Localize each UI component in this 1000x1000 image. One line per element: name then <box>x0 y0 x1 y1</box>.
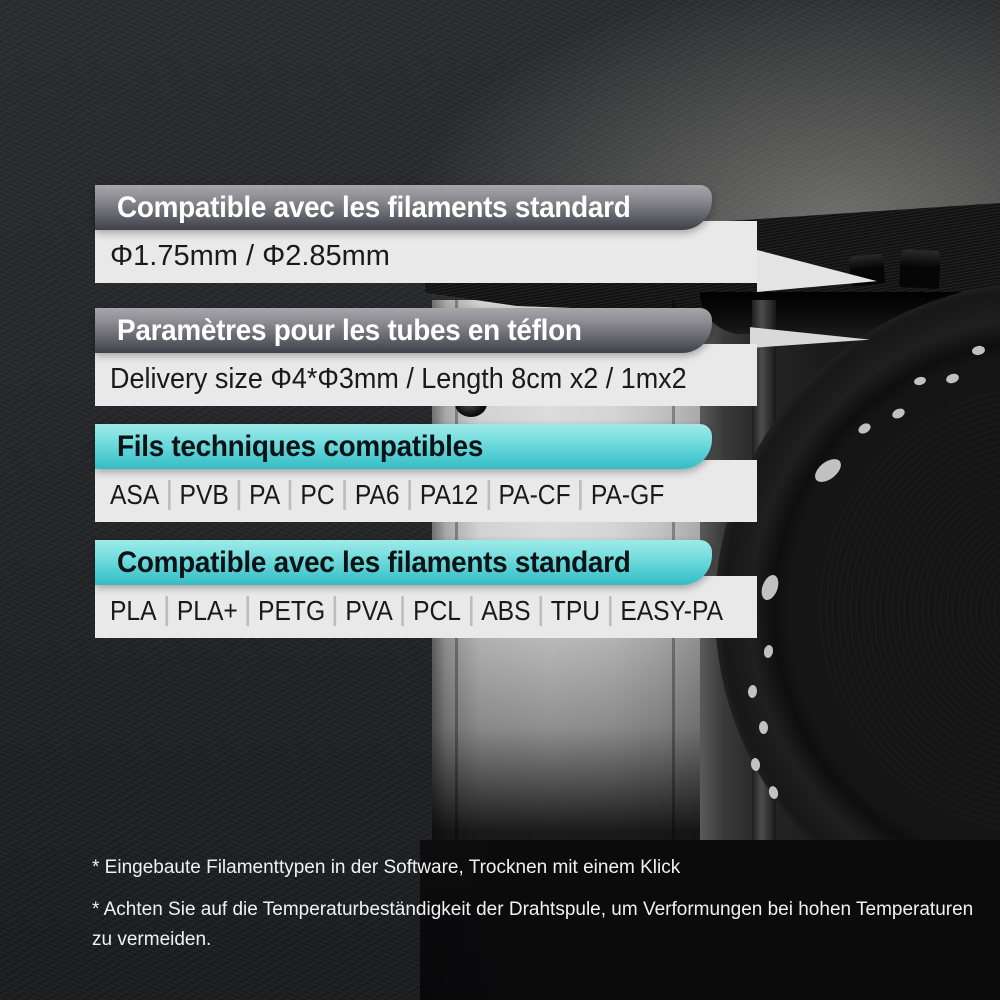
value-text: Φ1.75mm / Φ2.85mm <box>110 239 390 272</box>
item-divider <box>401 596 405 626</box>
item-divider <box>608 596 612 626</box>
filament-item: PCL <box>413 595 462 626</box>
filament-item: PA-CF <box>498 479 571 510</box>
item-divider <box>288 480 292 510</box>
filament-item: PLA+ <box>176 595 238 626</box>
filament-item: PLA <box>110 595 157 626</box>
section-standard-filaments: PLA PLA+ PETG PVA PCL ABS TPU EASY-PA Compatibl… <box>95 540 757 638</box>
filament-item: EASY-PA <box>620 595 724 626</box>
item-divider <box>165 596 169 626</box>
section-header: Fils techniques compatibles <box>95 424 712 469</box>
value-strip: ASA PVB PA PC PA6 PA12 PA-CF PA-GF <box>95 460 757 522</box>
lid-clip <box>899 248 941 290</box>
filament-item: PA12 <box>419 479 479 510</box>
item-divider <box>487 480 490 510</box>
value-strip: PLA PLA+ PETG PVA PCL ABS TPU EASY-PA <box>95 576 757 638</box>
item-divider <box>333 596 337 626</box>
filament-list: ASA PVB PA PC PA6 PA12 PA-CF PA-GF <box>110 468 664 522</box>
section-header: Compatible avec les filaments standard <box>95 540 712 585</box>
bottom-shadow <box>420 840 1000 1000</box>
filament-item: TPU <box>550 595 601 626</box>
section-teflon-tubes: Delivery size Φ4*Φ3mm / Length 8cm x2 / … <box>95 308 757 406</box>
footnote: * Achten Sie auf die Temperaturbeständig… <box>92 899 974 950</box>
filament-item: PETG <box>258 595 326 626</box>
section-title: Paramètres pour les tubes en téflon <box>117 313 582 347</box>
section-title: Compatible avec les filaments standard <box>117 545 631 579</box>
item-divider <box>539 596 542 626</box>
item-divider <box>343 480 347 510</box>
filament-item: ABS <box>481 595 531 626</box>
filament-item: PA6 <box>354 479 400 510</box>
value-strip: Φ1.75mm / Φ2.85mm <box>95 221 757 283</box>
value-text: Delivery size Φ4*Φ3mm / Length 8cm x2 / … <box>110 362 687 395</box>
section-title: Compatible avec les filaments standard <box>117 190 631 224</box>
value-strip: Delivery size Φ4*Φ3mm / Length 8cm x2 / … <box>95 344 757 406</box>
section-header: Compatible avec les filaments standard <box>95 185 712 230</box>
section-filament-diameter: Φ1.75mm / Φ2.85mm Compatible avec les fi… <box>95 185 757 283</box>
filament-item: PC <box>300 479 335 510</box>
filament-item: PA-GF <box>590 479 665 510</box>
item-divider <box>246 596 250 626</box>
filament-item: PVA <box>345 595 393 626</box>
filament-item: ASA <box>110 479 160 510</box>
filament-list: PLA PLA+ PETG PVA PCL ABS TPU EASY-PA <box>110 584 723 638</box>
item-divider <box>237 480 241 510</box>
section-technical-filaments: ASA PVB PA PC PA6 PA12 PA-CF PA-GF Fils techniq… <box>95 424 757 522</box>
footnotes: * Eingebaute Filamenttypen in der Softwa… <box>92 853 992 967</box>
item-divider <box>469 596 473 626</box>
filament-item: PA <box>249 479 281 510</box>
filament-item: PVB <box>179 479 229 510</box>
item-divider <box>579 480 583 510</box>
section-header: Paramètres pour les tubes en téflon <box>95 308 712 353</box>
item-divider <box>168 480 171 510</box>
section-title: Fils techniques compatibles <box>117 429 484 463</box>
item-divider <box>408 480 412 510</box>
footnote: * Eingebaute Filamenttypen in der Softwa… <box>92 857 681 878</box>
